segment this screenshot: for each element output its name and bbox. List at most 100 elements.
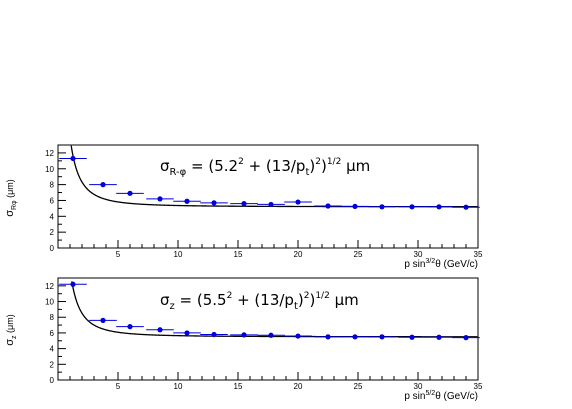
data-point <box>295 333 301 339</box>
data-point <box>409 334 415 340</box>
data-point <box>463 204 469 210</box>
formula-sup: 2 <box>227 291 233 301</box>
data-point <box>100 182 106 188</box>
formula-text: + (13/p <box>232 291 294 309</box>
y-tick-label: 10 <box>45 165 54 174</box>
y-tick-label: 4 <box>50 345 55 354</box>
data-point <box>352 203 358 210</box>
fit-curve <box>71 281 478 338</box>
data-point <box>352 334 358 340</box>
x-tick-label: 30 <box>414 250 423 259</box>
data-point <box>436 204 442 210</box>
data-point <box>127 190 133 196</box>
y-axis-label: σz (μm) <box>4 314 18 345</box>
data-point <box>379 204 385 210</box>
x-tick-label: 20 <box>294 250 303 259</box>
y-tick-label: 6 <box>50 329 55 338</box>
y-tick-label: 12 <box>45 149 54 158</box>
y-label-main: σ <box>4 210 16 217</box>
formula-sub: z <box>170 301 175 312</box>
y-tick-label: 0 <box>50 376 55 385</box>
data-point <box>70 281 76 287</box>
plot-frame <box>57 144 479 249</box>
y-tick-label: 8 <box>50 313 55 322</box>
formula-text: ) <box>309 157 315 175</box>
formula-sigma: σ <box>160 291 170 309</box>
y-label-sub: Rφ <box>11 200 18 210</box>
data-point <box>295 199 301 205</box>
formula-annotation: σz = (5.52 + (13/pt)2)1/2 μm <box>160 291 359 312</box>
y-label-main: σ <box>4 339 16 346</box>
y-tick-label: 2 <box>50 228 55 237</box>
y-tick-label: 6 <box>50 196 55 205</box>
y-label-unit: (μm) <box>5 314 15 335</box>
y-tick-label: 4 <box>50 212 55 221</box>
formula-text: ) <box>298 291 304 309</box>
x-tick-label: 20 <box>294 382 303 391</box>
x-label-main: p sin <box>404 259 425 270</box>
x-tick-label: 5 <box>116 250 121 259</box>
x-tick-label: 15 <box>234 382 243 391</box>
data-point <box>211 331 217 338</box>
formula-sup: 1/2 <box>315 291 329 301</box>
x-tick-label: 15 <box>234 250 243 259</box>
x-axis-label: p sin3/2θ (GeV/c) <box>404 258 478 270</box>
formula-text: = (5.5 <box>175 291 227 309</box>
x-label-main: p sin <box>404 391 425 402</box>
data-point <box>436 334 442 340</box>
data-point <box>325 334 331 340</box>
data-point <box>157 196 163 202</box>
x-axis-label: p sin5/2θ (GeV/c) <box>404 390 478 402</box>
x-tick-label: 10 <box>174 382 183 391</box>
formula-annotation: σR-φ = (5.22 + (13/pt)2)1/2 μm <box>160 157 370 178</box>
data-point <box>268 332 274 338</box>
formula-sub: t <box>305 167 309 178</box>
formula-text: + (13/p <box>244 157 306 175</box>
x-tick-label: 25 <box>354 250 363 259</box>
x-tick-label: 35 <box>474 250 483 259</box>
y-tick-label: 8 <box>50 181 55 190</box>
data-point <box>241 332 247 338</box>
y-tick-label: 2 <box>50 360 55 369</box>
y-tick-label: 12 <box>45 282 54 291</box>
formula-sub: R-φ <box>170 167 187 178</box>
x-label-tail: θ (GeV/c) <box>435 391 478 402</box>
data-point <box>184 198 190 204</box>
fit-curve <box>70 145 478 208</box>
data-point <box>184 330 190 336</box>
data-point <box>241 201 247 207</box>
data-point <box>157 327 163 333</box>
x-tick-label: 25 <box>354 382 363 391</box>
data-point <box>325 203 331 209</box>
data-point <box>100 317 106 323</box>
x-tick-label: 30 <box>414 382 423 391</box>
y-axis-label: σRφ (μm) <box>4 179 18 217</box>
x-label-tail: θ (GeV/c) <box>435 259 478 270</box>
formula-sup: 1/2 <box>327 157 341 167</box>
data-point <box>127 324 133 330</box>
formula-text: ) <box>309 291 315 309</box>
formula-sup: 2 <box>238 157 244 167</box>
y-tick-label: 10 <box>45 298 54 307</box>
x-label-sup: 3/2 <box>425 258 435 265</box>
data-point <box>268 201 274 208</box>
data-point <box>211 200 217 206</box>
formula-sub: t <box>294 301 298 312</box>
plot-frame <box>57 277 479 381</box>
y-tick-label: 0 <box>50 244 55 253</box>
formula-text: = (5.2 <box>186 157 238 175</box>
formula-text: ) <box>321 157 327 175</box>
data-point <box>70 155 76 162</box>
formula-unit: μm <box>341 157 370 175</box>
data-point <box>463 335 469 341</box>
x-tick-label: 35 <box>474 382 483 391</box>
formula-sup: 2 <box>304 291 310 301</box>
formula-sup: 2 <box>315 157 321 167</box>
formula-sigma: σ <box>160 157 170 175</box>
y-label-sub: z <box>11 335 18 339</box>
x-tick-label: 5 <box>116 382 121 391</box>
x-label-sup: 5/2 <box>425 390 435 397</box>
